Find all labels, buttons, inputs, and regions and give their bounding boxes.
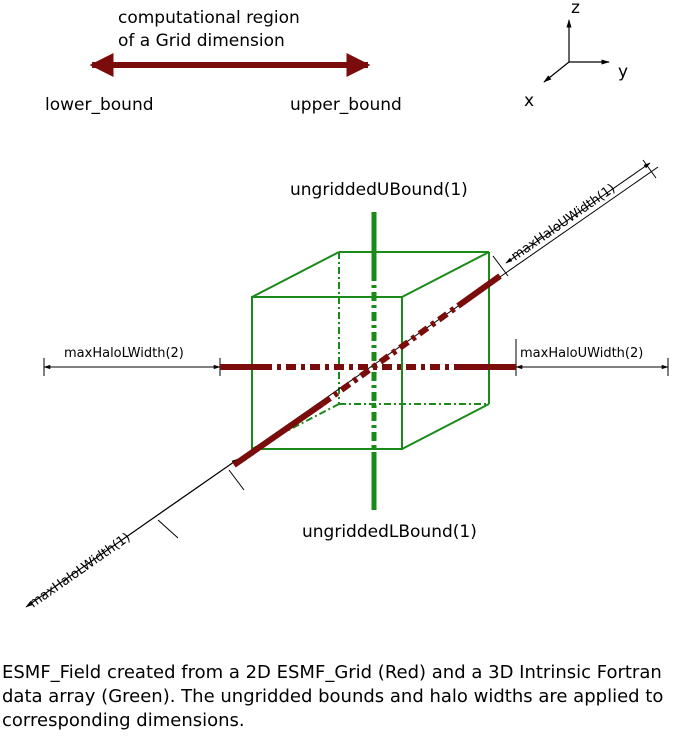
x-axis-arrow — [543, 61, 570, 83]
grid-red-diag-solid-low — [232, 401, 324, 468]
halo-l-width-2-label: maxHaloLWidth(2) — [64, 346, 184, 361]
halo-tick — [228, 469, 245, 491]
z-axis-label: z — [571, 0, 580, 18]
halo-u-width-2-label: maxHaloUWidth(2) — [520, 346, 643, 361]
grid-red-diag-solid-high — [456, 273, 502, 309]
lower-bound-label: lower_bound — [45, 95, 154, 115]
upper-bound-label: upper_bound — [290, 95, 402, 115]
data-array-cube — [251, 251, 490, 450]
halo-l-width-1-arrow-end — [165, 458, 239, 510]
figure-caption: ESMF_Field created from a 2D ESMF_Grid (… — [2, 662, 664, 731]
halo-tick — [492, 255, 509, 277]
ungridded-ubound-label: ungriddedUBound(1) — [290, 180, 468, 200]
halo-u-width-1-arrow — [505, 162, 651, 264]
cube-edge — [401, 403, 490, 450]
grid-dimension-2 — [43, 339, 669, 376]
halo-l-width-1-label: maxHaloLWidth(1) — [27, 530, 134, 611]
y-axis-label: y — [618, 62, 628, 82]
ungridded-lbound-label: ungriddedLBound(1) — [302, 522, 477, 542]
legend-title-line1: computational region — [118, 8, 300, 28]
legend-title-line2: of a Grid dimension — [118, 31, 285, 51]
halo-l-width-1-arrow — [25, 508, 167, 608]
axis-triad: z y x — [524, 0, 628, 111]
halo-tick — [642, 159, 657, 179]
grid-dimension-1 — [25, 159, 659, 608]
legend: computational region of a Grid dimension… — [45, 8, 402, 115]
cube-edge — [401, 251, 490, 298]
halo-tick — [157, 519, 179, 539]
halo-u-width-1-label: maxHaloUWidth(1) — [509, 181, 619, 264]
cube-front-face — [251, 296, 403, 450]
x-axis-label: x — [524, 91, 534, 111]
cube-edge — [251, 251, 340, 298]
grid-red-diag-dashed — [320, 303, 460, 407]
